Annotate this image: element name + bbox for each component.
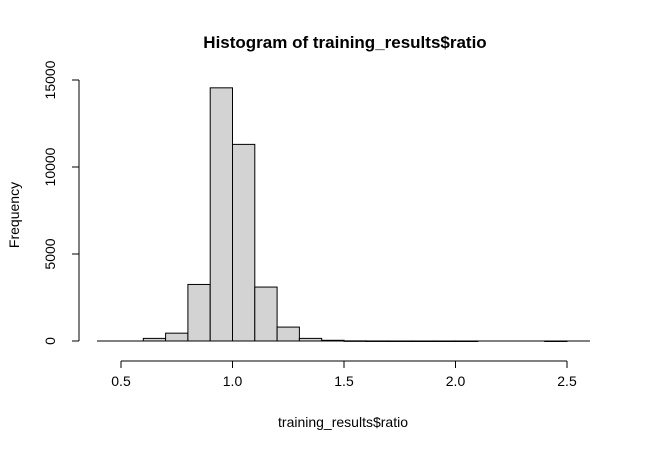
histogram-bar xyxy=(232,143,256,342)
chart-title: Histogram of training_results$ratio xyxy=(203,33,486,52)
x-tick-label: 1.5 xyxy=(334,373,354,389)
x-tick-label: 0.5 xyxy=(111,373,131,389)
y-axis-label: Frequency xyxy=(6,182,22,248)
histogram-bar xyxy=(254,286,278,342)
x-tick-label: 2.5 xyxy=(557,373,577,389)
y-tick-label: 10000 xyxy=(42,147,58,186)
y-tick-label: 0 xyxy=(42,337,58,345)
histogram-bar xyxy=(209,87,233,342)
x-axis: 0.5 1.0 1.5 2.0 2.5 xyxy=(97,340,590,389)
x-tick-label: 2.0 xyxy=(446,373,466,389)
y-axis: 0 5000 10000 15000 xyxy=(42,60,80,345)
y-tick-label: 5000 xyxy=(42,238,58,269)
histogram-bar xyxy=(276,326,300,342)
x-axis-label: training_results$ratio xyxy=(278,414,408,430)
x-tick-label: 1.0 xyxy=(223,373,243,389)
histogram-bars xyxy=(142,87,568,342)
y-tick-label: 15000 xyxy=(42,60,58,99)
histogram-bar xyxy=(165,332,189,342)
histogram-bar xyxy=(187,283,211,342)
